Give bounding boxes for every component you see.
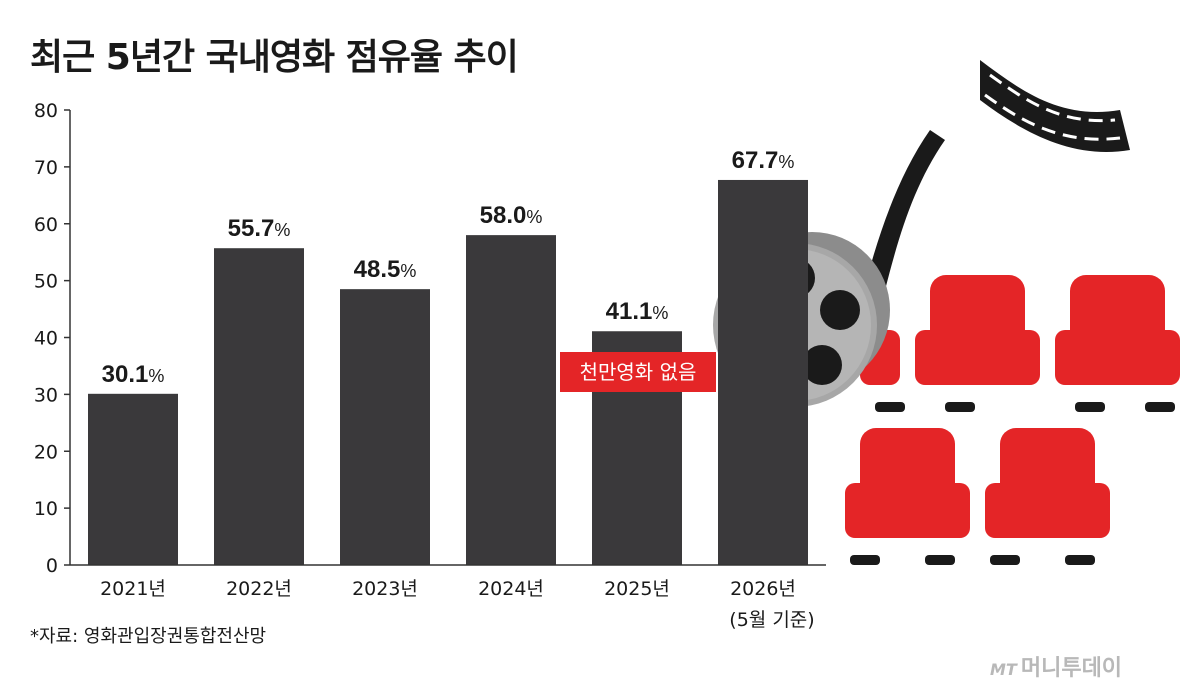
bar (88, 393, 178, 565)
bar (466, 235, 556, 565)
y-tick-label: 70 (34, 157, 58, 179)
bar (340, 289, 430, 565)
bar-chart: 0 10 20 30 40 50 60 70 80 30.1% 55.7% 48.5% 58.0% 41… (34, 100, 826, 600)
data-label: 41.1% (606, 298, 669, 325)
cinema-seat-icon (845, 275, 1180, 538)
x-axis: 2021년 2022년 2023년 2024년 2025년 2026년 (70, 564, 826, 600)
x-tick-label: 2023년 (352, 578, 418, 600)
data-label: 67.7% (732, 147, 795, 174)
y-tick-label: 50 (34, 271, 58, 293)
y-tick-label: 10 (34, 498, 58, 520)
bar (718, 179, 808, 566)
y-tick-label: 0 (46, 555, 58, 577)
data-label: 30.1% (102, 361, 165, 388)
x-tick-label: 2022년 (226, 578, 292, 600)
y-tick-label: 30 (34, 384, 58, 406)
logo-name: 머니투데이 (1020, 656, 1123, 681)
cinema-illustration (713, 60, 1180, 565)
x-tick-label: 2024년 (478, 578, 544, 600)
bars: 30.1% 55.7% 48.5% 58.0% 41.1% 67.7% (88, 147, 808, 566)
y-tick-label: 40 (34, 328, 58, 350)
x-tick-label: 2021년 (100, 578, 166, 600)
y-tick-label: 60 (34, 214, 58, 236)
data-label: 58.0% (480, 202, 543, 229)
data-label: 55.7% (228, 215, 291, 242)
y-tick-label: 80 (34, 100, 58, 122)
no-10-million-movie-badge: 천만영화 없음 (560, 352, 716, 392)
x-category-note: (5월 기준) (729, 609, 815, 631)
x-tick-label: 2025년 (604, 578, 670, 600)
data-label: 48.5% (354, 256, 417, 283)
bar (214, 248, 304, 566)
logo-mark: MT (990, 660, 1017, 679)
film-strip-icon (860, 60, 1130, 310)
y-axis: 0 10 20 30 40 50 60 70 80 (34, 100, 71, 577)
y-tick-label: 20 (34, 441, 58, 463)
chart-title: 최근 5년간 국내영화 점유율 추이 (30, 37, 519, 78)
publisher-logo: MT 머니투데이 (990, 650, 1122, 682)
x-tick-label: 2026년 (730, 578, 796, 600)
source-note: *자료: 영화관입장권통합전산망 (30, 626, 267, 647)
